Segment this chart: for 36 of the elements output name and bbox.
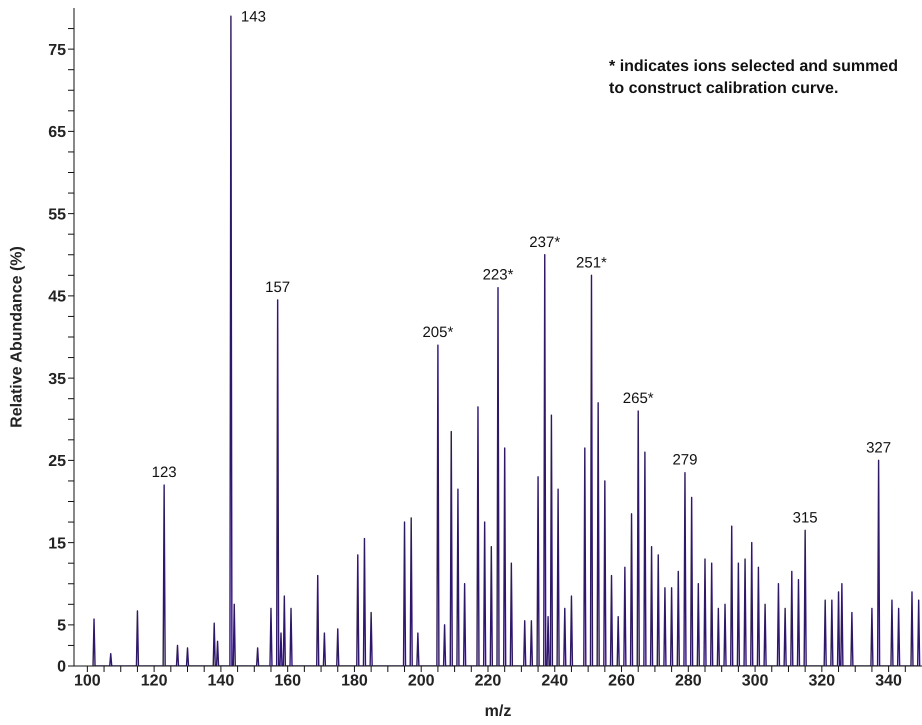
y-tick-label: 55: [48, 206, 66, 224]
y-tick-label: 35: [48, 370, 66, 388]
y-tick-label: 45: [48, 288, 66, 306]
x-tick-label: 200: [408, 672, 435, 690]
annotation: 237*: [529, 234, 560, 251]
x-tick-label: 320: [808, 672, 836, 690]
annotation: 223*: [482, 266, 514, 284]
y-tick-label: 65: [48, 124, 66, 142]
y-tick-label: 15: [48, 535, 66, 552]
y-axis-title: Relative Abundance (%): [8, 246, 26, 428]
annotation: 143: [240, 8, 266, 26]
x-tick-label: 280: [674, 672, 702, 690]
y-tick-label: 5: [57, 618, 66, 635]
annotation: 251*: [576, 254, 608, 272]
annotation: 315: [792, 509, 818, 526]
y-tick-label: 25: [48, 453, 66, 470]
x-tick-label: 260: [608, 672, 635, 690]
annotation: 123: [152, 464, 177, 482]
x-tick-label: 240: [541, 672, 568, 690]
x-tick-label: 160: [274, 672, 302, 690]
x-tick-label: 180: [341, 672, 368, 690]
annotation: 279: [672, 452, 698, 469]
x-tick-label: 220: [474, 672, 502, 690]
annotation: 205*: [422, 324, 454, 342]
x-tick-label: 100: [74, 672, 101, 690]
x-tick-label: 140: [208, 672, 234, 690]
x-axis-title: m/z: [484, 703, 512, 720]
x-tick-label: 340: [875, 672, 902, 690]
annotation: 327: [866, 439, 892, 456]
y-tick-label: 0: [57, 658, 66, 676]
y-tick-label: 75: [48, 42, 66, 59]
x-tick-label: 300: [742, 672, 769, 690]
x-tick-label: 120: [140, 672, 168, 690]
annotation: 157: [265, 278, 290, 296]
annotation: * indicates ions selected and summed to construct calibration curve.: [609, 57, 898, 99]
annotation: 265*: [622, 390, 654, 408]
